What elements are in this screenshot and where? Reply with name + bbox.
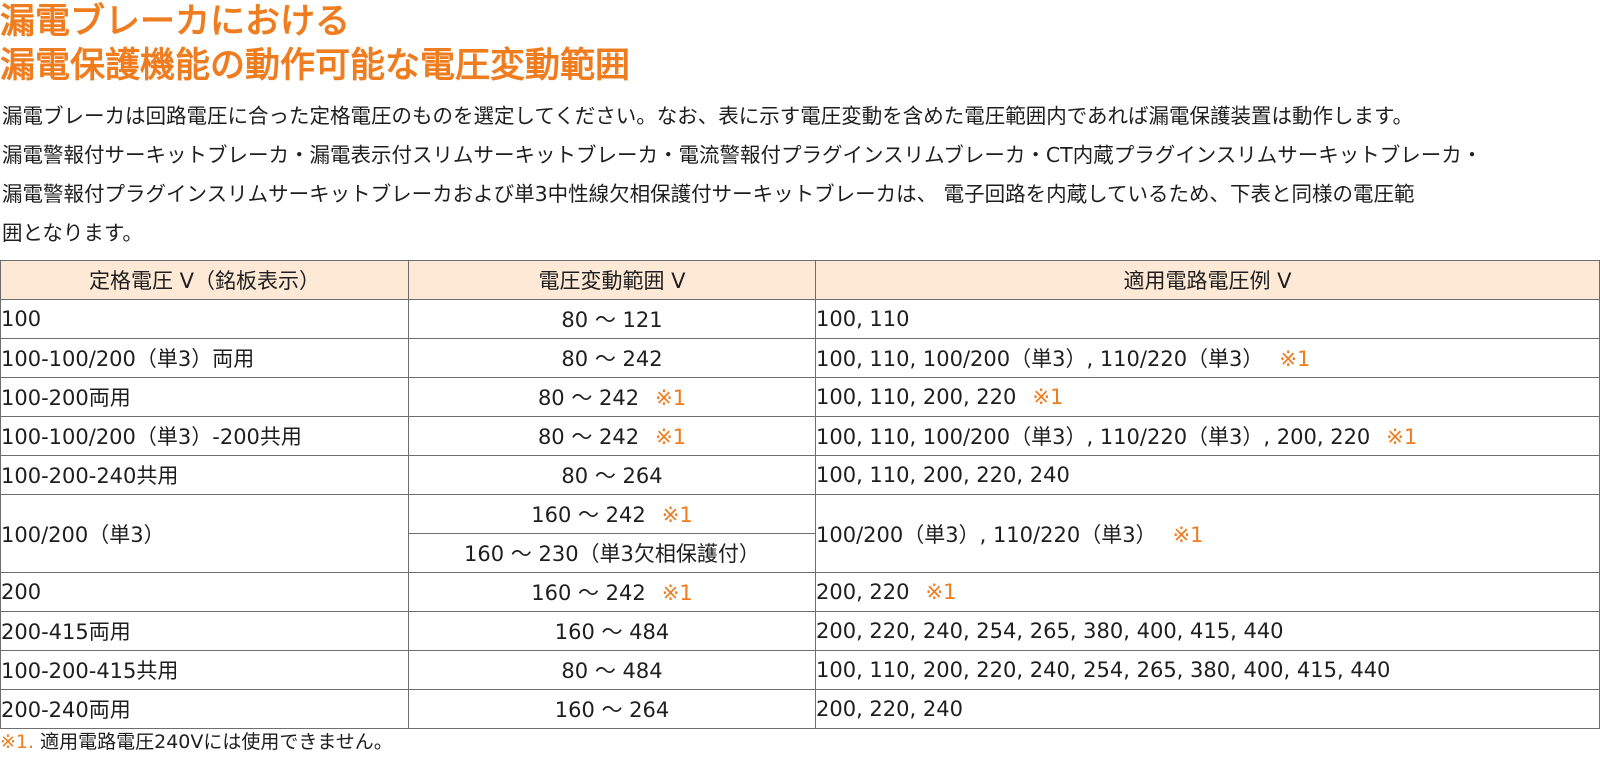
table-row: 100 80 ～ 121 100, 110 bbox=[0, 299, 1600, 339]
intro-line-3: 漏電警報付プラグインスリムサーキットブレーカおよび単3中性線欠相保護付サーキット… bbox=[2, 182, 1415, 206]
applicable-voltage-cell: 100, 110, 200, 220, 240, 254, 265, 380, … bbox=[815, 650, 1600, 690]
footnote-mark: ※1 bbox=[1032, 385, 1064, 409]
footnote-mark: ※1 bbox=[655, 386, 687, 410]
voltage-range-value: 160 ～ 242 bbox=[531, 503, 646, 527]
header-rated-voltage: 定格電圧 V（銘板表示） bbox=[0, 260, 409, 300]
applicable-voltage-value: 100, 110, 100/200（単3）, 110/220（単3）, 200,… bbox=[816, 425, 1371, 449]
rated-voltage-cell: 100-200-240共用 bbox=[0, 455, 409, 495]
table-row: 100-100/200（単3）-200共用 80 ～ 242 ※1 100, 11… bbox=[0, 416, 1600, 456]
intro-line-2: 漏電警報付サーキットブレーカ・漏電表示付スリムサーキットブレーカ・電流警報付プラ… bbox=[2, 143, 1483, 167]
voltage-range-value: 80 ～ 121 bbox=[561, 308, 663, 332]
applicable-voltage-cell: 100, 110, 100/200（単3）, 110/220（単3） ※1 bbox=[815, 338, 1600, 378]
voltage-range-value: 80 ～ 242 bbox=[537, 425, 640, 449]
voltage-range-cell: 160 ～ 264 bbox=[408, 689, 816, 729]
table-header-row: 定格電圧 V（銘板表示） 電圧変動範囲 V 適用電路電圧例 V bbox=[0, 260, 1600, 300]
voltage-range-value: 160 ～ 484 bbox=[554, 620, 670, 644]
table-row: 200 160 ～ 242 ※1 200, 220 ※1 bbox=[0, 572, 1600, 612]
footnote-mark: ※1 bbox=[1386, 425, 1418, 449]
rated-voltage-cell: 200 bbox=[0, 572, 409, 612]
voltage-range-cell: 80 ～ 264 bbox=[408, 455, 816, 495]
applicable-voltage-cell: 100, 110, 200, 220, 240 bbox=[815, 455, 1600, 495]
title-line-2: 漏電保護機能の動作可能な電圧変動範囲 bbox=[0, 46, 631, 86]
table-row: 100/200（単3） 160 ～ 242 ※1 100/200（単3）, 110… bbox=[0, 494, 1600, 573]
voltage-range-value: 80 ～ 264 bbox=[561, 464, 663, 488]
voltage-range-cell: 80 ～ 242 bbox=[408, 338, 816, 378]
table-row: 100-100/200（単3）両用 80 ～ 242 100, 110, 100… bbox=[0, 338, 1600, 378]
rated-voltage-cell: 100-100/200（単3）両用 bbox=[0, 338, 409, 378]
voltage-range-cell: 80 ～ 242 ※1 bbox=[408, 377, 816, 417]
footnote-mark: ※1 bbox=[655, 425, 687, 449]
applicable-voltage-cell: 100, 110 bbox=[815, 299, 1600, 339]
rated-voltage-cell: 200-415両用 bbox=[0, 611, 409, 651]
table-row: 200-415両用 160 ～ 484 200, 220, 240, 254, … bbox=[0, 611, 1600, 651]
header-applicable-voltage: 適用電路電圧例 V bbox=[815, 260, 1600, 300]
rated-voltage-cell: 100 bbox=[0, 299, 409, 339]
footnote-mark: ※1 bbox=[661, 581, 693, 605]
intro-line-1: 漏電ブレーカは回路電圧に合った定格電圧のものを選定してください。なお、表に示す電… bbox=[2, 104, 1414, 128]
applicable-voltage-value: 100, 110, 200, 220, 240 bbox=[816, 463, 1070, 487]
voltage-range-table: 定格電圧 V（銘板表示） 電圧変動範囲 V 適用電路電圧例 V 100 80 ～… bbox=[0, 260, 1600, 729]
rated-voltage-cell: 200-240両用 bbox=[0, 689, 409, 729]
applicable-voltage-value: 100, 110, 200, 220, 240, 254, 265, 380, … bbox=[816, 658, 1391, 682]
voltage-range-value: 160 ～ 264 bbox=[554, 698, 670, 722]
voltage-range-cell: 160 ～ 242 ※1 bbox=[408, 572, 816, 612]
table-row: 200-240両用 160 ～ 264 200, 220, 240 bbox=[0, 689, 1600, 729]
rated-voltage-cell: 100-200-415共用 bbox=[0, 650, 409, 690]
voltage-range-cell: 160 ～ 242 ※1 bbox=[408, 494, 816, 534]
voltage-range-value: 160 ～ 242 bbox=[531, 581, 646, 605]
applicable-voltage-cell: 100, 110, 100/200（単3）, 110/220（単3）, 200,… bbox=[815, 416, 1600, 456]
footnote-text: 適用電路電圧240Vには使用できません。 bbox=[40, 731, 393, 753]
table-row: 100-200両用 80 ～ 242 ※1 100, 110, 200, 220 ※… bbox=[0, 377, 1600, 417]
applicable-voltage-value: 200, 220 bbox=[816, 580, 910, 604]
applicable-voltage-value: 100, 110, 200, 220 bbox=[816, 385, 1017, 409]
voltage-range-value: 80 ～ 242 bbox=[561, 347, 663, 371]
applicable-voltage-value: 100, 110, 100/200（単3）, 110/220（単3） bbox=[816, 347, 1264, 371]
voltage-range-cell: 160 ～ 230（単3欠相保護付） bbox=[408, 533, 816, 573]
footnote-mark: ※1 bbox=[1279, 347, 1311, 371]
voltage-range-cell: 160 ～ 484 bbox=[408, 611, 816, 651]
applicable-voltage-cell: 200, 220, 240 bbox=[815, 689, 1600, 729]
voltage-range-cell: 80 ～ 121 bbox=[408, 299, 816, 339]
table-row-subrange: 160 ～ 230（単3欠相保護付） bbox=[1, 533, 1600, 573]
applicable-voltage-cell: 200, 220 ※1 bbox=[815, 572, 1600, 612]
voltage-range-value: 80 ～ 242 bbox=[537, 386, 640, 410]
applicable-voltage-cell: 100/200（単3）, 110/220（単3） ※1 bbox=[815, 494, 1600, 573]
footnote-mark: ※1 bbox=[1172, 522, 1204, 547]
voltage-range-cell: 80 ～ 484 bbox=[408, 650, 816, 690]
table-row: 100-200-415共用 80 ～ 484 100, 110, 200, 22… bbox=[0, 650, 1600, 690]
footnote-mark: ※1 bbox=[925, 580, 957, 604]
title-line-1: 漏電ブレーカにおける bbox=[0, 2, 351, 42]
voltage-range-cell: 80 ～ 242 ※1 bbox=[408, 416, 816, 456]
footnote-marker: ※1. bbox=[0, 731, 35, 753]
applicable-voltage-value: 200, 220, 240 bbox=[816, 697, 963, 721]
footnote: ※1. 適用電路電圧240Vには使用できません。 bbox=[0, 728, 393, 756]
rated-voltage-cell: 100-200両用 bbox=[0, 377, 409, 417]
applicable-voltage-value: 100/200（単3）, 110/220（単3） bbox=[816, 522, 1157, 547]
table-row: 100-200-240共用 80 ～ 264 100, 110, 200, 22… bbox=[0, 455, 1600, 495]
rated-voltage-cell: 100/200（単3） bbox=[0, 494, 409, 573]
applicable-voltage-value: 200, 220, 240, 254, 265, 380, 400, 415, … bbox=[816, 619, 1284, 643]
applicable-voltage-cell: 200, 220, 240, 254, 265, 380, 400, 415, … bbox=[815, 611, 1600, 651]
rated-voltage-cell: 100-100/200（単3）-200共用 bbox=[0, 416, 409, 456]
applicable-voltage-cell: 100, 110, 200, 220 ※1 bbox=[815, 377, 1600, 417]
intro-paragraph: 漏電ブレーカは回路電圧に合った定格電圧のものを選定してください。なお、表に示す電… bbox=[2, 97, 1600, 253]
footnote-mark: ※1 bbox=[661, 503, 693, 527]
intro-line-4: 囲となります。 bbox=[2, 221, 143, 245]
header-voltage-range: 電圧変動範囲 V bbox=[408, 260, 816, 300]
voltage-range-value: 160 ～ 230（単3欠相保護付） bbox=[464, 542, 760, 566]
voltage-range-value: 80 ～ 484 bbox=[561, 659, 663, 683]
applicable-voltage-value: 100, 110 bbox=[816, 307, 910, 331]
page-title: 漏電ブレーカにおける 漏電保護機能の動作可能な電圧変動範囲 bbox=[0, 0, 630, 88]
